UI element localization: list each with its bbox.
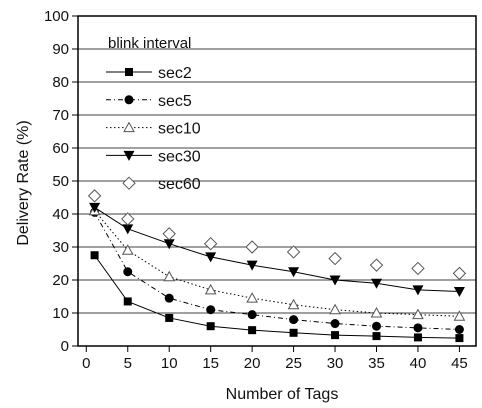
- data-point-sec5: [372, 321, 381, 331]
- legend-label-sec60: sec60: [158, 176, 201, 193]
- series-sec2: [90, 251, 464, 343]
- y-tick-label: 80: [52, 74, 69, 91]
- data-point-sec30: [205, 252, 217, 263]
- data-point-sec2: [90, 251, 99, 260]
- series-sec60: [87, 189, 467, 281]
- y-tick-label: 90: [52, 41, 69, 58]
- legend-marker-sec60: [122, 176, 136, 190]
- data-point-sec10: [121, 244, 134, 255]
- data-point-sec5: [330, 319, 340, 329]
- data-point-sec60: [162, 227, 176, 241]
- data-point-sec60: [328, 251, 342, 266]
- data-point-sec30: [453, 287, 465, 298]
- data-point-sec5: [206, 305, 216, 315]
- data-point-sec60: [121, 212, 135, 226]
- y-tick-label: 0: [61, 338, 69, 355]
- data-point-sec60: [286, 245, 301, 259]
- data-point-sec30: [371, 278, 382, 289]
- data-point-sec2: [331, 331, 340, 340]
- data-point-sec10: [204, 283, 217, 295]
- data-point-sec10: [370, 306, 383, 318]
- data-point-sec2: [455, 334, 464, 343]
- data-point-sec10: [163, 270, 176, 282]
- y-tick-label: 50: [52, 173, 69, 190]
- legend: blink interval sec2 sec5 sec10 sec30 sec60: [106, 35, 201, 193]
- x-tick-label: 20: [244, 355, 261, 372]
- legend-marker-sec2: [125, 68, 133, 76]
- x-tick-label: 5: [124, 355, 132, 372]
- data-point-sec30: [329, 275, 341, 286]
- legend-label-sec30: sec30: [158, 148, 201, 165]
- x-tick-label: 35: [368, 355, 385, 372]
- data-point-sec60: [245, 240, 259, 254]
- y-tick-label: 10: [52, 305, 69, 322]
- data-point-sec5: [454, 325, 464, 334]
- x-tick-label: 10: [161, 355, 178, 372]
- y-tick-label: 20: [52, 272, 69, 289]
- data-point-sec2: [165, 313, 174, 322]
- y-tick-label: 40: [52, 206, 69, 223]
- data-point-sec2: [372, 332, 381, 341]
- legend-label-sec2: sec2: [158, 65, 192, 82]
- legend-marker-sec30: [123, 150, 135, 161]
- data-point-sec30: [412, 285, 424, 296]
- data-point-sec5: [123, 267, 133, 277]
- y-tick-label: 30: [52, 239, 69, 256]
- data-point-sec60: [87, 189, 102, 203]
- series-sec5: [90, 207, 464, 334]
- x-tick-label: 30: [327, 355, 344, 372]
- plot-frame: [77, 15, 477, 347]
- data-point-sec10: [246, 292, 258, 303]
- data-point-sec30: [288, 267, 300, 278]
- series-line-sec2: [94, 254, 460, 339]
- series-sec10: [88, 204, 466, 321]
- y-axis-label: Delivery Rate (%): [15, 120, 32, 245]
- legend-title: blink interval: [108, 35, 191, 52]
- x-tick-label: 40: [410, 355, 427, 372]
- data-point-sec30: [163, 239, 175, 250]
- legend-marker-sec10: [123, 121, 135, 133]
- x-tick-label: 0: [82, 355, 90, 372]
- data-point-sec10: [329, 303, 341, 315]
- data-point-sec2: [206, 322, 215, 331]
- legend-marker-sec5: [124, 95, 134, 105]
- series-line-sec10: [94, 210, 460, 317]
- series-line-sec5: [94, 212, 460, 330]
- series-sec30: [89, 202, 465, 298]
- series-line-sec30: [94, 206, 460, 293]
- legend-label-sec10: sec10: [158, 121, 201, 138]
- x-tick-label: 45: [451, 355, 468, 372]
- data-point-sec60: [411, 261, 425, 276]
- data-point-sec2: [248, 326, 257, 335]
- data-point-sec30: [246, 260, 258, 271]
- x-tick-label: 25: [285, 355, 302, 372]
- data-point-sec30: [122, 224, 134, 235]
- data-point-sec30: [89, 202, 101, 213]
- y-tick-label: 70: [52, 107, 69, 124]
- x-axis-label: Number of Tags: [226, 386, 339, 403]
- data-point-sec5: [247, 310, 257, 320]
- y-axis-ticks: 0 10 20 30 40 50 60 70 80 90 100: [44, 8, 78, 355]
- y-tick-label: 100: [44, 8, 69, 25]
- x-tick-label: 15: [202, 355, 219, 372]
- x-axis-ticks: 0 5 10 15 20 25 30 35 40 45: [82, 346, 468, 372]
- data-point-sec2: [289, 328, 298, 337]
- data-point-sec60: [369, 258, 384, 272]
- data-point-sec5: [289, 315, 299, 325]
- data-point-sec5: [164, 293, 174, 303]
- legend-label-sec5: sec5: [158, 93, 192, 110]
- data-point-sec10: [287, 298, 300, 310]
- series-group: [87, 189, 467, 343]
- y-tick-label: 60: [52, 140, 69, 157]
- grid-lines: [78, 48, 476, 314]
- data-point-sec60: [452, 266, 467, 281]
- data-point-sec5: [413, 323, 423, 333]
- data-point-sec10: [453, 310, 466, 321]
- data-point-sec2: [413, 333, 422, 342]
- data-point-sec60: [203, 236, 218, 251]
- data-point-sec10: [412, 308, 424, 320]
- data-point-sec2: [123, 297, 132, 306]
